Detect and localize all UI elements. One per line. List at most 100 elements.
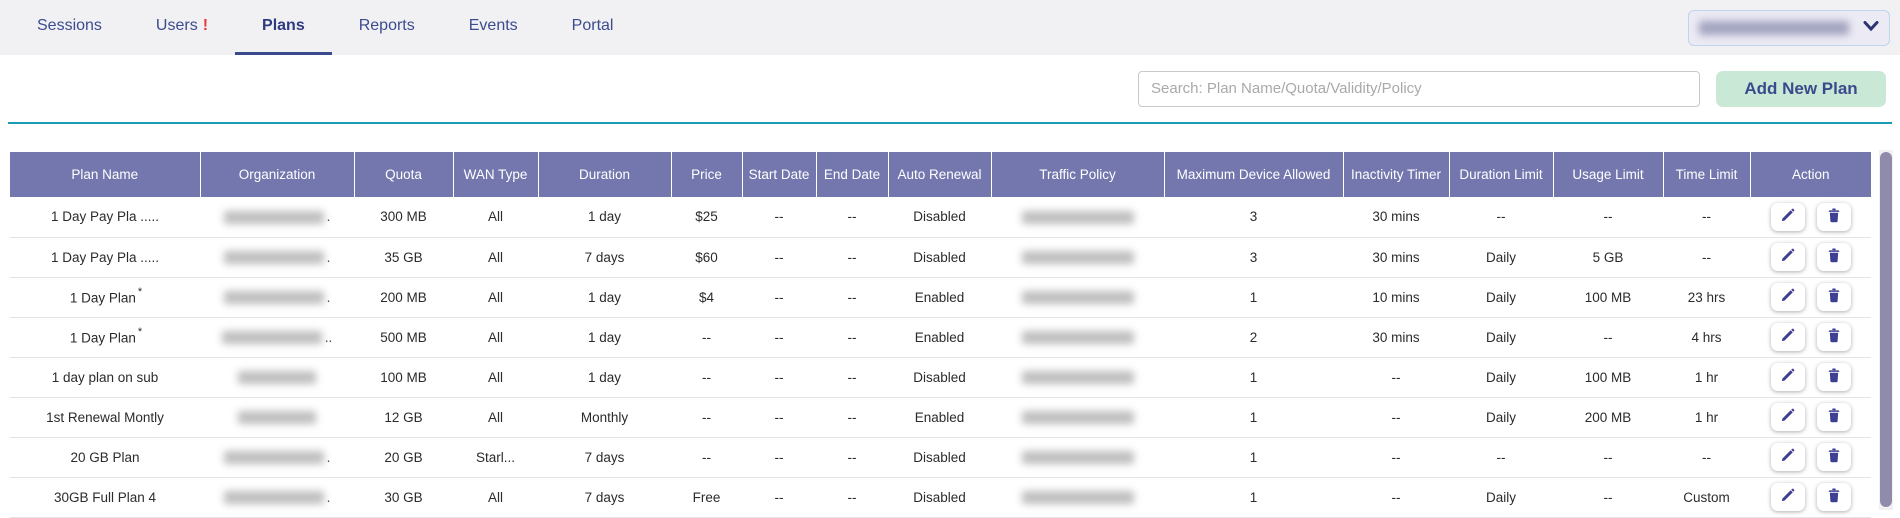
cell-inactivity-timer: 30 mins: [1343, 197, 1449, 238]
cell-action: [1750, 477, 1871, 518]
cell-usage-limit: --: [1553, 317, 1663, 358]
accent-divider: [8, 122, 1892, 124]
tab-events[interactable]: Events: [442, 0, 545, 55]
cell-duration: 1 day: [538, 197, 671, 238]
column-header-quota: Quota: [354, 152, 454, 197]
edit-button[interactable]: [1770, 363, 1805, 391]
edit-button[interactable]: [1770, 323, 1805, 351]
redacted-text: [1021, 331, 1134, 345]
delete-button[interactable]: [1816, 443, 1851, 471]
cell-quota: 200 MB: [354, 277, 453, 318]
table-row: 30GB Full Plan 4. 30 GB All 7 days Free -- -- D…: [10, 477, 1871, 518]
scrollbar-thumb[interactable]: [1880, 152, 1892, 507]
cell-price: --: [671, 357, 742, 398]
cell-end-date: --: [816, 197, 888, 238]
tab-portal[interactable]: Portal: [545, 0, 641, 55]
cell-time-limit: 23 hrs: [1663, 277, 1750, 318]
tab-reports[interactable]: Reports: [332, 0, 442, 55]
table-row: 1 Day Plan *. 200 MB All 1 day $4 -- -- Enabled 1…: [10, 277, 1871, 318]
table-row: 1 Day Pay Pla ...... 300 MB All 1 day $25 -- -…: [10, 197, 1871, 238]
cell-end-date: --: [816, 317, 888, 358]
tab-users[interactable]: Users!: [129, 0, 235, 55]
toolbar: Add New Plan: [0, 55, 1900, 122]
delete-button[interactable]: [1816, 202, 1851, 231]
cell-traffic-policy: [991, 277, 1164, 318]
cell-inactivity-timer: --: [1343, 437, 1449, 478]
cell-quota: 300 MB: [354, 197, 453, 238]
cell-plan-name: 1 Day Pay Pla .....: [10, 237, 200, 278]
cell-max-device-allowed: 2: [1164, 317, 1343, 358]
redacted-text: [221, 331, 322, 345]
pencil-icon: [1780, 208, 1795, 226]
delete-button[interactable]: [1816, 403, 1851, 431]
cell-duration: 7 days: [538, 437, 671, 478]
cell-start-date: --: [742, 397, 816, 438]
redacted-text: [223, 451, 324, 465]
org-selector[interactable]: [1688, 10, 1890, 46]
cell-auto-renewal: Disabled: [888, 437, 991, 478]
redacted-text: [1021, 291, 1134, 305]
cell-duration: Monthly: [538, 397, 671, 438]
cell-organization: .: [200, 237, 354, 278]
delete-button[interactable]: [1816, 323, 1851, 351]
edit-button[interactable]: [1770, 403, 1805, 431]
cell-quota: 100 MB: [354, 357, 453, 398]
cell-auto-renewal: Enabled: [888, 317, 991, 358]
cell-traffic-policy: [991, 317, 1164, 358]
cell-auto-renewal: Disabled: [888, 197, 991, 238]
cell-inactivity-timer: --: [1343, 477, 1449, 518]
search-input[interactable]: [1138, 70, 1700, 107]
pencil-icon: [1780, 248, 1795, 266]
vertical-scrollbar[interactable]: [1879, 150, 1893, 510]
cell-plan-name: 20 GB Plan: [10, 437, 200, 478]
cell-traffic-policy: [991, 357, 1164, 398]
cell-action: [1750, 397, 1871, 438]
cell-duration: 7 days: [538, 477, 671, 518]
cell-auto-renewal: Disabled: [888, 357, 991, 398]
edit-button[interactable]: [1770, 483, 1805, 511]
table-row: 1 day plan on sub 100 MB All 1 day -- -- -- Dis…: [10, 357, 1871, 398]
plans-table: Plan Name Organization Quota WAN Type Durati…: [10, 152, 1871, 518]
cell-time-limit: 1 hr: [1663, 357, 1750, 398]
tab-sessions[interactable]: Sessions: [10, 0, 129, 55]
column-header-inactivity-timer: Inactivity Timer: [1343, 152, 1450, 197]
table-row: 1 Day Plan *.. 500 MB All 1 day -- -- -- Enabled…: [10, 317, 1871, 358]
add-new-plan-button[interactable]: Add New Plan: [1716, 70, 1886, 107]
trash-icon: [1827, 208, 1841, 226]
cell-price: --: [671, 397, 742, 438]
top-tab-bar: Sessions Users! Plans Reports Events Portal: [0, 0, 1900, 55]
cell-inactivity-timer: --: [1343, 397, 1449, 438]
table-header-row: Plan Name Organization Quota WAN Type Durati…: [10, 152, 1871, 197]
delete-button[interactable]: [1816, 243, 1851, 271]
cell-organization: .: [200, 437, 354, 478]
cell-wan-type: All: [453, 477, 538, 518]
redacted-text: [1021, 211, 1134, 225]
delete-button[interactable]: [1816, 483, 1851, 511]
cell-duration-limit: Daily: [1449, 397, 1553, 438]
edit-button[interactable]: [1770, 443, 1805, 471]
cell-usage-limit: 200 MB: [1553, 397, 1663, 438]
cell-wan-type: Starl...: [453, 437, 538, 478]
redacted-text: [223, 211, 324, 225]
edit-button[interactable]: [1770, 243, 1805, 271]
cell-start-date: --: [742, 357, 816, 398]
column-header-duration-limit: Duration Limit: [1449, 152, 1554, 197]
cell-duration: 1 day: [538, 277, 671, 318]
cell-max-device-allowed: 1: [1164, 357, 1343, 398]
delete-button[interactable]: [1816, 363, 1851, 391]
column-header-end-date: End Date: [816, 152, 889, 197]
redacted-text: [238, 371, 316, 385]
delete-button[interactable]: [1816, 283, 1851, 311]
edit-button[interactable]: [1770, 202, 1805, 231]
cell-duration-limit: Daily: [1449, 237, 1553, 278]
cell-duration: 1 day: [538, 357, 671, 398]
cell-start-date: --: [742, 197, 816, 238]
tab-plans[interactable]: Plans: [235, 0, 332, 55]
cell-usage-limit: --: [1553, 197, 1663, 238]
cell-price: $25: [671, 197, 742, 238]
cell-action: [1750, 437, 1871, 478]
edit-button[interactable]: [1770, 283, 1805, 311]
cell-max-device-allowed: 1: [1164, 397, 1343, 438]
cell-start-date: --: [742, 277, 816, 318]
pencil-icon: [1780, 288, 1795, 306]
